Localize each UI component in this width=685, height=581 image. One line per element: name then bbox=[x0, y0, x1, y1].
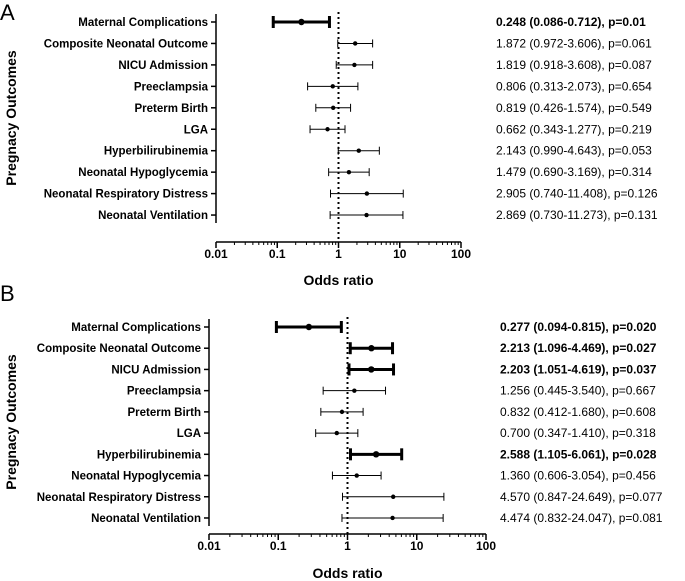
x-tick-label: 1 bbox=[344, 539, 351, 553]
y-axis-title: Pregnacy Outcomes bbox=[3, 50, 19, 186]
odds-ratio-point bbox=[330, 84, 335, 89]
result-text: 1.819 (0.918-3.608), p=0.087 bbox=[496, 58, 652, 72]
odds-ratio-point bbox=[352, 388, 357, 393]
forest-row: Preeclampsia 1.256 (0.445-3.540), p=0.667 bbox=[127, 384, 656, 398]
result-text: 1.256 (0.445-3.540), p=0.667 bbox=[500, 384, 656, 398]
result-text: 2.588 (1.105-6.061), p=0.028 bbox=[500, 447, 657, 461]
odds-ratio-point bbox=[305, 323, 313, 331]
outcome-label: Hyperbilirubinemia bbox=[97, 449, 202, 461]
forest-panel-a: A Pregnacy Outcomes 0.01 0.1 1 10 100 Odds rati… bbox=[0, 0, 658, 288]
forest-row: Neonatal Respiratory Distress 4.570 (0.84… bbox=[37, 490, 663, 504]
outcome-label: Neonatal Respiratory Distress bbox=[37, 492, 201, 504]
x-tick-label: 1 bbox=[335, 247, 342, 261]
result-text: 2.143 (0.990-4.643), p=0.053 bbox=[496, 144, 652, 158]
outcome-label: LGA bbox=[184, 124, 208, 136]
x-tick-label: 100 bbox=[451, 247, 471, 261]
result-text: 1.479 (0.690-3.169), p=0.314 bbox=[496, 165, 652, 179]
odds-ratio-point bbox=[330, 105, 336, 111]
forest-row: Composite Neonatal Outcome 1.872 (0.972-3… bbox=[44, 36, 652, 50]
forest-row: Maternal Complications 0.248 (0.086-0.712… bbox=[78, 15, 646, 29]
x-tick-label: 0.1 bbox=[270, 539, 287, 553]
result-text: 4.570 (0.847-24.649), p=0.077 bbox=[500, 490, 663, 504]
odds-ratio-point bbox=[356, 148, 361, 153]
forest-row: NICU Admission 2.203 (1.051-4.619), p=0.0… bbox=[111, 362, 656, 376]
result-text: 0.248 (0.086-0.712), p=0.01 bbox=[496, 15, 646, 29]
x-tick-label: 10 bbox=[393, 247, 407, 261]
y-axis-title: Pregnacy Outcomes bbox=[3, 354, 19, 490]
odds-ratio-point bbox=[364, 212, 369, 218]
result-text: 1.360 (0.606-3.054), p=0.456 bbox=[500, 469, 656, 483]
outcome-label: Preeclampsia bbox=[127, 386, 202, 398]
result-text: 0.277 (0.094-0.815), p=0.020 bbox=[500, 320, 657, 334]
result-text: 1.872 (0.972-3.606), p=0.061 bbox=[496, 36, 652, 50]
result-text: 0.832 (0.412-1.680), p=0.608 bbox=[500, 405, 656, 419]
odds-ratio-point bbox=[325, 127, 330, 132]
outcome-label: Neonatal Hypoglycemia bbox=[78, 167, 208, 179]
outcome-label: Composite Neonatal Outcome bbox=[37, 343, 201, 355]
odds-ratio-point bbox=[339, 409, 345, 415]
result-text: 2.213 (1.096-4.469), p=0.027 bbox=[500, 341, 657, 355]
forest-row: Hyperbilirubinemia 2.588 (1.105-6.061), p… bbox=[97, 447, 657, 461]
x-tick-label: 100 bbox=[476, 539, 496, 553]
forest-row: Neonatal Hypoglycemia 1.360 (0.606-3.054)… bbox=[71, 469, 656, 483]
outcome-label: Hyperbilirubinemia bbox=[104, 146, 209, 158]
forest-row: NICU Admission 1.819 (0.918-3.608), p=0.0… bbox=[118, 58, 652, 72]
outcome-label: NICU Admission bbox=[111, 364, 201, 376]
outcome-label: LGA bbox=[177, 428, 201, 440]
odds-ratio-point bbox=[352, 62, 357, 68]
outcome-label: Composite Neonatal Outcome bbox=[44, 38, 208, 50]
forest-row: Neonatal Respiratory Distress 2.905 (0.74… bbox=[44, 187, 658, 201]
result-text: 2.905 (0.740-11.408), p=0.126 bbox=[496, 187, 658, 201]
result-text: 0.806 (0.313-2.073), p=0.654 bbox=[496, 79, 652, 93]
forest-row: Maternal Complications 0.277 (0.094-0.815… bbox=[71, 320, 656, 334]
outcome-label: Preterm Birth bbox=[135, 103, 209, 115]
forest-panel-b: B Pregnacy Outcomes 0.01 0.1 1 10 100 Odds rati… bbox=[0, 281, 663, 581]
x-tick-label: 10 bbox=[410, 539, 424, 553]
x-tick-label: 0.01 bbox=[204, 247, 228, 261]
odds-ratio-point bbox=[346, 169, 352, 175]
forest-row: LGA 0.662 (0.343-1.277), p=0.219 bbox=[184, 122, 652, 136]
forest-row: Neonatal Ventilation 4.474 (0.832-24.047)… bbox=[91, 511, 663, 525]
odds-ratio-point bbox=[390, 515, 395, 521]
result-text: 0.700 (0.347-1.410), p=0.318 bbox=[500, 426, 656, 440]
odds-ratio-point bbox=[352, 41, 358, 46]
forest-row: Hyperbilirubinemia 2.143 (0.990-4.643), p… bbox=[104, 144, 652, 158]
forest-row: Neonatal Hypoglycemia 1.479 (0.690-3.169)… bbox=[78, 165, 652, 179]
x-tick-label: 0.01 bbox=[197, 539, 221, 553]
forest-row: Neonatal Ventilation 2.869 (0.730-11.273)… bbox=[98, 208, 658, 222]
forest-row: Preterm Birth 0.832 (0.412-1.680), p=0.60… bbox=[128, 405, 657, 419]
x-tick-label: 0.1 bbox=[269, 247, 286, 261]
forest-row: Composite Neonatal Outcome 2.213 (1.096-4… bbox=[37, 341, 657, 355]
odds-ratio-point bbox=[298, 18, 305, 26]
result-text: 0.662 (0.343-1.277), p=0.219 bbox=[496, 122, 652, 136]
outcome-label: Neonatal Hypoglycemia bbox=[71, 471, 201, 483]
forest-row: LGA 0.700 (0.347-1.410), p=0.318 bbox=[177, 426, 656, 440]
odds-ratio-point bbox=[334, 430, 339, 436]
result-text: 2.203 (1.051-4.619), p=0.037 bbox=[500, 362, 657, 376]
odds-ratio-point bbox=[372, 451, 380, 458]
outcome-label: Neonatal Ventilation bbox=[98, 210, 208, 222]
odds-ratio-point bbox=[368, 345, 375, 352]
result-text: 4.474 (0.832-24.047), p=0.081 bbox=[500, 511, 663, 525]
outcome-label: Preeclampsia bbox=[134, 81, 209, 93]
panel-label: A bbox=[0, 0, 15, 25]
forest-row: Preterm Birth 0.819 (0.426-1.574), p=0.54… bbox=[135, 101, 653, 115]
panel-label: B bbox=[0, 281, 15, 306]
result-text: 0.819 (0.426-1.574), p=0.549 bbox=[496, 101, 652, 115]
odds-ratio-point bbox=[354, 473, 359, 478]
outcome-label: Neonatal Respiratory Distress bbox=[44, 189, 208, 201]
outcome-label: NICU Admission bbox=[118, 60, 208, 72]
x-axis-title: Odds ratio bbox=[303, 272, 373, 288]
x-axis-title: Odds ratio bbox=[312, 565, 382, 581]
outcome-label: Maternal Complications bbox=[71, 322, 201, 334]
outcome-label: Neonatal Ventilation bbox=[91, 513, 201, 525]
outcome-label: Preterm Birth bbox=[128, 407, 202, 419]
odds-ratio-point bbox=[390, 494, 396, 499]
odds-ratio-point bbox=[368, 366, 375, 373]
result-text: 2.869 (0.730-11.273), p=0.131 bbox=[496, 208, 658, 222]
odds-ratio-point bbox=[364, 191, 370, 196]
forest-row: Preeclampsia 0.806 (0.313-2.073), p=0.654 bbox=[134, 79, 652, 93]
outcome-label: Maternal Complications bbox=[78, 17, 208, 29]
